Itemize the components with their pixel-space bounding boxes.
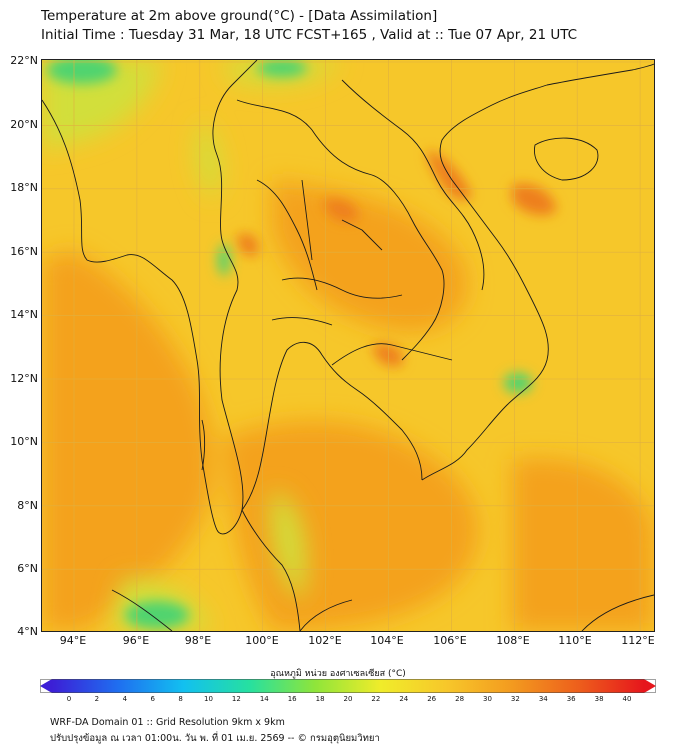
lon-label-100e: 100°E — [245, 634, 279, 647]
lat-label-16n: 16°N — [10, 245, 38, 258]
temperature-colorbar — [40, 679, 656, 693]
lon-label-96e: 96°E — [122, 634, 150, 647]
footer-domain-info: WRF-DA Domain 01 :: Grid Resolution 9km … — [50, 717, 285, 728]
lat-label-20n: 20°N — [10, 118, 38, 131]
lat-label-10n: 10°N — [10, 435, 38, 448]
colorbar-outline — [40, 679, 656, 693]
lat-label-14n: 14°N — [10, 308, 38, 321]
colorbar-tick-label: 18 — [315, 695, 325, 703]
colorbar-tick-label: 2 — [94, 695, 100, 703]
lon-label-98e: 98°E — [184, 634, 212, 647]
lon-label-108e: 108°E — [496, 634, 530, 647]
colorbar-tick-label: 38 — [594, 695, 604, 703]
lat-label-12n: 12°N — [10, 372, 38, 385]
map-canvas — [42, 60, 654, 631]
lat-label-8n: 8°N — [17, 499, 38, 512]
colorbar-tick-label: 10 — [204, 695, 213, 703]
colorbar-tick-label: 30 — [483, 695, 492, 703]
colorbar-title: อุณหภูมิ หน่วย องศาเซลเซียส (°C) — [270, 669, 406, 679]
lat-label-4n: 4°N — [17, 625, 38, 638]
colorbar-tick-label: 32 — [510, 695, 520, 703]
chart-title: Temperature at 2m above ground(°C) - [Da… — [41, 8, 438, 24]
colorbar-tick-label: 8 — [178, 695, 183, 703]
colorbar-tick-label: 28 — [455, 695, 465, 703]
lat-label-18n: 18°N — [10, 181, 38, 194]
colorbar-gradient — [52, 679, 644, 693]
chart-subtitle: Initial Time : Tuesday 31 Mar, 18 UTC FC… — [41, 27, 578, 43]
lon-label-110e: 110°E — [558, 634, 592, 647]
colorbar-tick-label: 24 — [399, 695, 409, 703]
coastlines-and-borders — [42, 60, 654, 631]
colorbar-tick-label: 22 — [371, 695, 381, 703]
lon-label-106e: 106°E — [433, 634, 467, 647]
colorbar-tick-label: 26 — [427, 695, 437, 703]
colorbar-tick-label: 12 — [231, 695, 241, 703]
temperature-map — [41, 59, 655, 632]
hot-temperature-patches — [237, 150, 557, 367]
lon-label-112e: 112°E — [621, 634, 655, 647]
warm-temperature-field — [42, 180, 654, 631]
footer-update-info: ปรับปรุงข้อมูล ณ เวลา 01:00น. วัน พ. ที่… — [50, 733, 380, 744]
lon-label-94e: 94°E — [59, 634, 87, 647]
lat-label-6n: 6°N — [17, 562, 38, 575]
map-gridlines — [42, 60, 654, 631]
colorbar-tick-label: 20 — [343, 695, 353, 703]
colorbar-low-arrow — [40, 679, 52, 693]
colorbar-high-arrow — [644, 679, 656, 693]
colorbar-tick-label: 14 — [259, 695, 269, 703]
lon-label-104e: 104°E — [370, 634, 404, 647]
colorbar-tick-label: 16 — [287, 695, 297, 703]
colorbar-tick-label: 36 — [566, 695, 576, 703]
colorbar-tick-label: 40 — [622, 695, 632, 703]
lat-label-22n: 22°N — [10, 54, 38, 67]
colorbar-tick-label: 0 — [66, 695, 72, 703]
colorbar-tick-label: 34 — [538, 695, 548, 703]
colorbar-tick-label: 4 — [122, 695, 128, 703]
colorbar-tick-label: 6 — [150, 695, 155, 703]
lon-label-102e: 102°E — [308, 634, 342, 647]
